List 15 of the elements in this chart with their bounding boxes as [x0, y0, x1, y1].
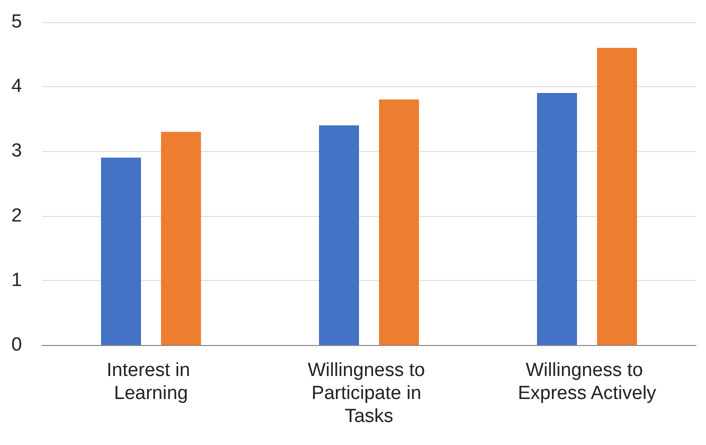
y-tick-label: 4	[11, 76, 22, 98]
bar	[161, 132, 201, 345]
y-tick-label: 1	[11, 270, 22, 291]
x-tick-label: Interest in Learning	[106, 360, 196, 404]
y-tick-label: 2	[11, 205, 22, 226]
x-tick-label: Willingness to Participate in Tasks	[308, 360, 430, 427]
x-tick-label: Willingness to Express Actively	[518, 360, 657, 404]
bar	[537, 93, 577, 345]
bar	[379, 100, 419, 345]
y-tick-label: 5	[11, 12, 22, 32]
bar	[597, 48, 637, 345]
bar	[101, 158, 141, 345]
y-tick-label: 3	[11, 140, 22, 162]
bar	[319, 125, 359, 345]
y-tick-label: 0	[11, 334, 22, 356]
